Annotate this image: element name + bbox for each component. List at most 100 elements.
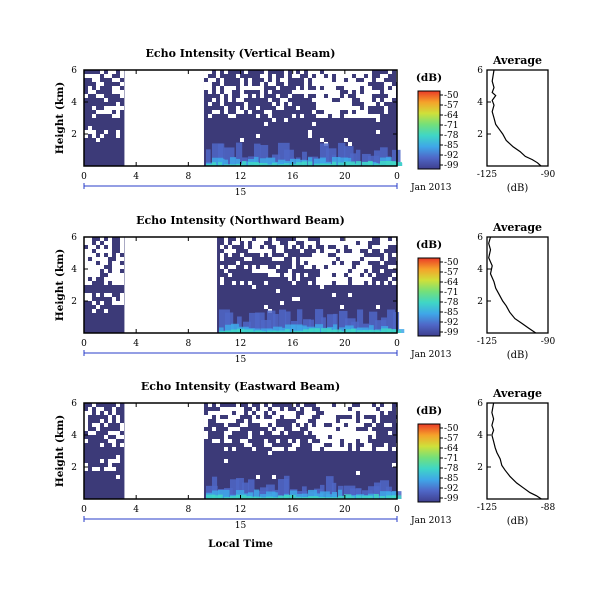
echo-gap-cell [108,277,112,281]
echo-gap-cell [324,431,328,435]
echo-gap-cell [228,114,232,118]
echo-gap-cell [100,110,104,114]
echo-gap-cell [84,269,88,273]
echo-gap-cell [284,118,288,122]
echo-gap-cell [84,261,88,265]
echo-gap-cell [240,407,244,411]
echo-gap-cell [340,106,344,110]
echo-gap-cell [88,90,92,94]
echo-gap-cell [344,86,348,90]
echo-gap-cell [376,245,380,249]
echo-gap-cell [256,411,260,415]
echo-gap-cell [92,74,96,78]
echo-gap-cell [376,130,380,134]
surface-echo-cell [273,314,279,333]
average-x-label: (dB) [507,183,529,194]
echo-gap-cell [360,269,364,273]
surface-echo-cell [247,496,257,499]
echo-gap-cell [352,86,356,90]
echo-gap-cell [376,257,380,261]
echo-gap-cell [308,90,312,94]
surface-echo-cell [223,164,231,166]
echo-gap-cell [120,70,124,74]
echo-gap-cell [324,253,328,257]
echo-gap-cell [120,90,124,94]
echo-gap-cell [348,98,352,102]
echo-gap-cell [344,443,348,447]
surface-echo-cell [253,143,261,166]
echo-gap-cell [244,419,248,423]
echo-gap-cell [224,241,228,245]
surface-echo-cell [343,485,356,499]
echo-gap-cell [304,78,308,82]
echo-gap-cell [332,249,336,253]
echo-gap-cell [364,114,368,118]
echo-gap-cell [320,419,324,423]
echo-gap-cell [116,459,120,463]
echo-gap-cell [84,427,88,431]
average-x-label: (dB) [507,350,529,361]
echo-gap-cell [336,74,340,78]
echo-gap-cell [92,269,96,273]
echo-gap-cell [264,122,268,126]
echo-gap-cell [328,70,332,74]
echo-gap-cell [364,407,368,411]
echo-gap-cell [384,86,388,90]
echo-gap-cell [328,439,332,443]
echo-gap-cell [268,427,272,431]
echo-gap-cell [96,78,100,82]
echo-gap-cell [284,415,288,419]
surface-echo-cell [331,482,337,499]
day-label: 15 [235,188,247,198]
echo-gap-cell [332,110,336,114]
echo-gap-cell [292,261,296,265]
surface-echo-cell [283,149,294,166]
average-y-tick-label: 2 [477,297,483,307]
echo-gap-cell [336,253,340,257]
average-x-tick-label: -90 [541,170,556,180]
echo-gap-cell [300,90,304,94]
echo-gap-cell [232,114,236,118]
echo-gap-cell [308,134,312,138]
surface-echo-cell [357,330,365,333]
echo-gap-cell [304,419,308,423]
echo-gap-cell [236,74,240,78]
echo-gap-cell [328,273,332,277]
echo-gap-cell [120,74,124,78]
echo-gap-cell [248,249,252,253]
surface-echo-cell [301,486,307,499]
x-axis-label: Local Time [208,538,273,550]
surface-echo-cell [205,494,216,499]
echo-gap-cell [384,106,388,110]
surface-echo-cell [219,327,224,333]
echo-gap-cell [336,265,340,269]
echo-gap-cell [296,90,300,94]
echo-gap-cell [380,241,384,245]
echo-gap-cell [232,447,236,451]
surface-echo-cell [273,330,280,333]
echo-gap-cell [388,277,392,281]
echo-gap-cell [356,82,360,86]
echo-gap-cell [88,407,92,411]
echo-gap-cell [384,98,388,102]
echo-gap-cell [328,265,332,269]
echo-gap-cell [116,269,120,273]
colorbar-tick-label: -57 [444,101,459,111]
echo-gap-cell [340,269,344,273]
echo-gap-cell [392,94,396,98]
echo-gap-cell [348,431,352,435]
surface-echo-cell [327,329,337,333]
echo-gap-cell [316,419,320,423]
echo-gap-cell [328,281,332,285]
echo-gap-cell [340,257,344,261]
echo-gap-cell [308,415,312,419]
echo-gap-cell [344,253,348,257]
echo-gap-cell [356,114,360,118]
echo-gap-cell [304,245,308,249]
echo-gap-cell [224,447,228,451]
echo-gap-cell [364,419,368,423]
echo-gap-cell [344,411,348,415]
echo-gap-cell [364,261,368,265]
echo-gap-cell [332,269,336,273]
echo-gap-cell [324,102,328,106]
